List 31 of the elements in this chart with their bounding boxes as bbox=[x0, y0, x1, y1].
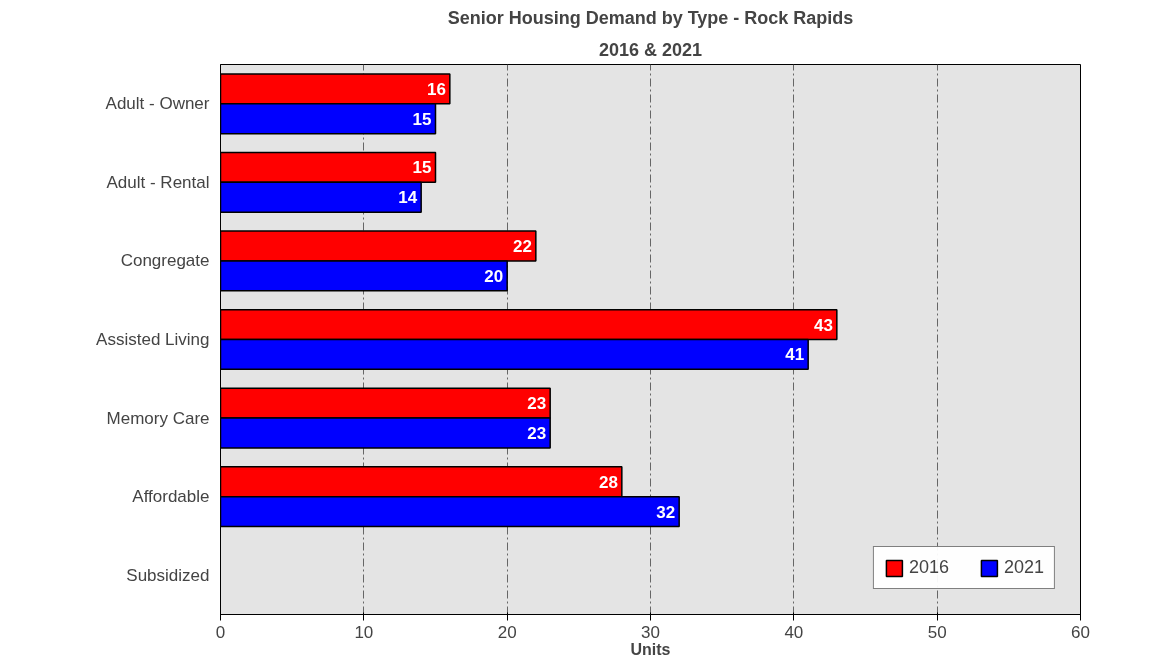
legend-label: 2021 bbox=[1003, 557, 1044, 578]
data-label: 32 bbox=[656, 502, 676, 522]
y-tick-label: Memory Care bbox=[106, 408, 210, 428]
chart-title: Senior Housing Demand by Type - Rock Rapids bbox=[447, 7, 854, 28]
chart-subtitle: 2016 & 2021 bbox=[598, 39, 703, 60]
y-tick-label: Affordable bbox=[132, 487, 210, 507]
data-label: 23 bbox=[527, 394, 547, 414]
legend-label: 2016 bbox=[908, 557, 949, 578]
data-label: 15 bbox=[412, 158, 432, 178]
data-label: 14 bbox=[398, 188, 418, 208]
data-label: 16 bbox=[426, 79, 446, 99]
y-tick-label: Adult - Owner bbox=[105, 94, 210, 114]
data-label: 41 bbox=[785, 345, 805, 365]
x-tick-label: 10 bbox=[354, 622, 374, 642]
x-tick-label: 0 bbox=[215, 622, 226, 642]
y-tick-label: Adult - Rental bbox=[106, 172, 210, 192]
data-label: 15 bbox=[412, 109, 432, 129]
data-label: 20 bbox=[484, 266, 504, 286]
y-tick-label: Assisted Living bbox=[96, 330, 210, 349]
data-label: 23 bbox=[527, 424, 547, 443]
x-tick-label: 50 bbox=[927, 622, 947, 642]
x-tick-label: 60 bbox=[1071, 622, 1090, 642]
data-label: 22 bbox=[512, 237, 532, 256]
y-tick-label: Subsidized bbox=[126, 565, 210, 585]
data-label: 28 bbox=[598, 472, 618, 492]
x-tick-label: 20 bbox=[497, 622, 517, 642]
y-tick-label: Congregate bbox=[120, 251, 210, 271]
data-label: 43 bbox=[813, 315, 833, 335]
x-axis-title: Units bbox=[630, 640, 671, 658]
x-tick-label: 40 bbox=[784, 622, 804, 642]
x-tick-label: 30 bbox=[641, 622, 660, 642]
